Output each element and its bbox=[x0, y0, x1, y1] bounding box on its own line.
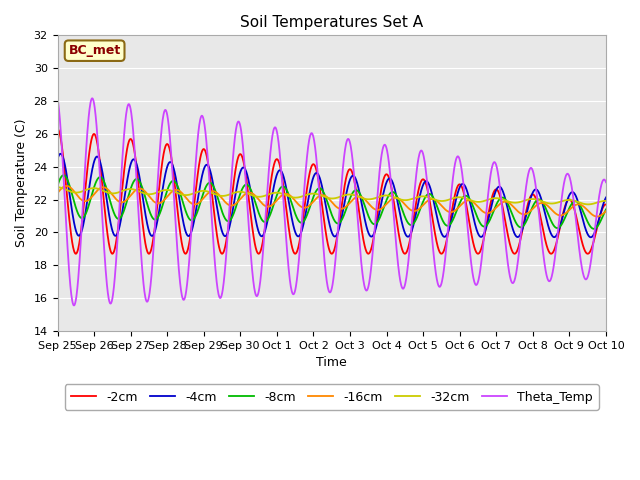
-16cm bbox=[278, 192, 285, 198]
-2cm bbox=[85, 153, 93, 158]
-8cm bbox=[590, 226, 598, 232]
-32cm bbox=[602, 198, 610, 204]
-32cm bbox=[584, 202, 592, 207]
-2cm bbox=[428, 212, 436, 217]
-2cm bbox=[584, 251, 591, 257]
Theta_Temp bbox=[54, 95, 61, 101]
-2cm bbox=[602, 202, 610, 207]
-4cm bbox=[54, 156, 61, 162]
-2cm bbox=[171, 180, 179, 186]
-32cm bbox=[428, 196, 436, 202]
-16cm bbox=[63, 183, 70, 189]
Title: Soil Temperatures Set A: Soil Temperatures Set A bbox=[240, 15, 423, 30]
-8cm bbox=[280, 184, 288, 190]
Line: -4cm: -4cm bbox=[58, 154, 606, 237]
Theta_Temp bbox=[259, 249, 267, 255]
-32cm bbox=[278, 191, 285, 196]
-8cm bbox=[278, 184, 285, 190]
Line: -32cm: -32cm bbox=[58, 187, 606, 204]
-2cm bbox=[280, 188, 288, 194]
-16cm bbox=[85, 196, 93, 202]
-4cm bbox=[171, 170, 179, 176]
-4cm bbox=[602, 194, 610, 200]
-8cm bbox=[428, 193, 436, 199]
-4cm bbox=[259, 232, 267, 238]
Theta_Temp bbox=[428, 237, 436, 242]
-8cm bbox=[259, 218, 267, 224]
-16cm bbox=[259, 202, 267, 207]
Line: -16cm: -16cm bbox=[58, 186, 606, 216]
-16cm bbox=[171, 187, 179, 193]
Theta_Temp bbox=[602, 180, 610, 185]
-8cm bbox=[602, 206, 610, 212]
-8cm bbox=[171, 179, 179, 184]
-8cm bbox=[85, 201, 93, 207]
-4cm bbox=[85, 184, 93, 190]
-2cm bbox=[259, 240, 266, 245]
-32cm bbox=[85, 186, 93, 192]
Line: Theta_Temp: Theta_Temp bbox=[58, 98, 606, 305]
X-axis label: Time: Time bbox=[316, 356, 347, 369]
-16cm bbox=[280, 191, 288, 197]
-16cm bbox=[428, 196, 436, 202]
Theta_Temp bbox=[171, 209, 179, 215]
-4cm bbox=[587, 234, 595, 240]
-2cm bbox=[278, 169, 285, 175]
-4cm bbox=[57, 151, 65, 156]
-4cm bbox=[278, 169, 285, 175]
-16cm bbox=[593, 214, 601, 219]
Theta_Temp bbox=[280, 211, 288, 216]
-16cm bbox=[54, 190, 61, 196]
-2cm bbox=[54, 126, 61, 132]
-32cm bbox=[280, 192, 288, 197]
Y-axis label: Soil Temperature (C): Soil Temperature (C) bbox=[15, 119, 28, 247]
-16cm bbox=[602, 208, 610, 214]
Legend: -2cm, -4cm, -8cm, -16cm, -32cm, Theta_Temp: -2cm, -4cm, -8cm, -16cm, -32cm, Theta_Te… bbox=[65, 384, 599, 410]
-4cm bbox=[280, 177, 288, 182]
-4cm bbox=[428, 192, 436, 198]
Line: -8cm: -8cm bbox=[58, 175, 606, 229]
Theta_Temp bbox=[278, 172, 285, 178]
Theta_Temp bbox=[85, 108, 93, 114]
Line: -2cm: -2cm bbox=[58, 129, 606, 254]
-8cm bbox=[60, 172, 67, 178]
Theta_Temp bbox=[70, 302, 78, 308]
-32cm bbox=[54, 184, 61, 190]
-8cm bbox=[54, 183, 61, 189]
-32cm bbox=[171, 189, 179, 195]
Text: BC_met: BC_met bbox=[68, 44, 121, 57]
-32cm bbox=[259, 193, 266, 199]
